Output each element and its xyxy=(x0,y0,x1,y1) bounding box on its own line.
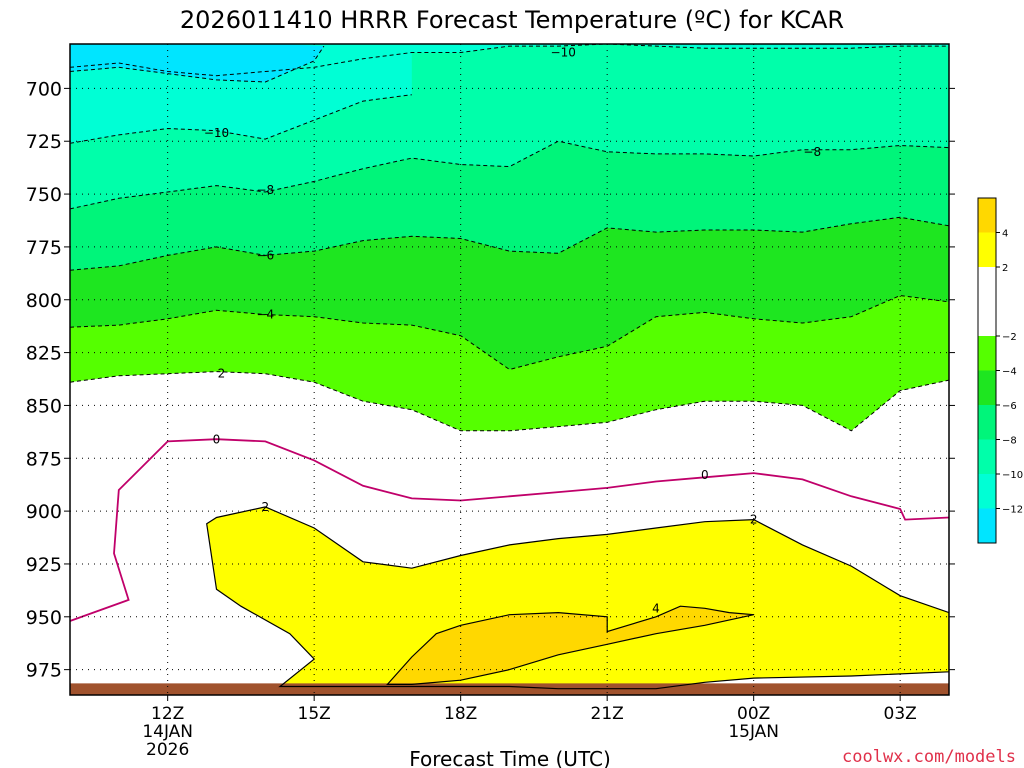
colorbar-tick-label: −8 xyxy=(1002,436,1017,447)
contour-label: −4 xyxy=(256,308,274,322)
colorbar-bin xyxy=(978,439,996,474)
contour-zero xyxy=(70,438,949,622)
band-fill-p4-p6 xyxy=(387,606,754,685)
contour-m6 xyxy=(70,216,949,271)
contour-label: 2 xyxy=(218,367,226,381)
colorbar-tick-label: −2 xyxy=(1002,332,1017,343)
y-tick-label: 700 xyxy=(26,78,62,100)
y-tick-label: 775 xyxy=(26,237,62,259)
contour-label: 2 xyxy=(750,513,758,527)
x-tick-date-label: 14JAN xyxy=(142,722,193,742)
contour-m10 xyxy=(70,44,949,77)
x-tick-date-label: 15JAN xyxy=(728,722,779,742)
colorbar-tick-label: −4 xyxy=(1002,367,1017,378)
y-tick-label: 925 xyxy=(26,554,62,576)
contour-m4 xyxy=(70,294,949,371)
x-tick-label: 21Z xyxy=(591,704,624,724)
contour-lines xyxy=(70,44,949,690)
x-tick-label: 18Z xyxy=(444,704,477,724)
band-fill-p2-p4 xyxy=(206,506,949,689)
colorbar-bin xyxy=(978,474,996,509)
colorbar-tick-label: 4 xyxy=(1002,229,1008,240)
colorbar-bin xyxy=(978,336,996,371)
grid xyxy=(70,44,949,695)
ground-bar xyxy=(70,683,949,695)
plot-area xyxy=(70,44,949,695)
colorbar-tick-label: −12 xyxy=(1002,505,1023,516)
x-tick-label: 00Z xyxy=(737,704,770,724)
colorbar-tick-label: −6 xyxy=(1002,401,1017,412)
x-tick-label: 03Z xyxy=(884,704,917,724)
x-tick-label: 15Z xyxy=(298,704,331,724)
y-tick-label: 800 xyxy=(26,290,62,312)
contour-p2 xyxy=(206,506,949,690)
contour-label: 0 xyxy=(701,468,709,482)
axes: 70072575077580082585087590092595097512Z1… xyxy=(26,43,955,760)
contour-label: −8 xyxy=(256,183,274,197)
colorbar-tick-label: 2 xyxy=(1002,263,1008,274)
y-tick-label: 850 xyxy=(26,395,62,417)
contour-label: −10 xyxy=(551,45,576,59)
colorbar-bin xyxy=(978,508,996,543)
contour-labels: −10 −10 −8 −8 −6 −4 2 0 0 2 2 4 xyxy=(204,45,821,615)
contour-label: 0 xyxy=(213,432,221,446)
colorbar-bin xyxy=(978,370,996,405)
y-tick-label: 975 xyxy=(26,660,62,682)
colorbar-legend: 4 2 −2 −4 −6 −8 −10 −12 xyxy=(977,197,1023,544)
x-tick-year-label: 2026 xyxy=(146,740,189,760)
colorbar-tick-label: −10 xyxy=(1002,470,1023,481)
y-tick-label: 900 xyxy=(26,501,62,523)
contour-m10-lower xyxy=(70,94,412,144)
x-tick-label: 12Z xyxy=(151,704,184,724)
colorbar-bin xyxy=(978,198,996,233)
colorbar-bin xyxy=(978,405,996,440)
contour-label: −10 xyxy=(204,126,229,140)
contour-label: −6 xyxy=(256,248,274,262)
y-tick-label: 950 xyxy=(26,607,62,629)
band-fill-m14-m12 xyxy=(70,44,324,82)
contour-m12 xyxy=(70,45,325,83)
x-axis-label: Forecast Time (UTC) xyxy=(409,747,611,768)
y-tick-label: 875 xyxy=(26,448,62,470)
contour-m8 xyxy=(70,140,949,210)
contour-label: 4 xyxy=(652,601,660,615)
credit-text: coolwx.com/models xyxy=(842,747,1016,767)
chart-title: 2026011410 HRRR Forecast Temperature (ºC… xyxy=(180,6,844,34)
contour-label: 2 xyxy=(262,500,270,514)
contour-p4 xyxy=(386,605,754,685)
plot-frame xyxy=(69,43,950,696)
y-tick-label: 725 xyxy=(26,131,62,153)
colorbar-bin xyxy=(978,267,996,336)
y-tick-label: 825 xyxy=(26,343,62,365)
y-tick-label: 750 xyxy=(26,184,62,206)
contour-label: −8 xyxy=(803,145,821,159)
colorbar-bin xyxy=(978,232,996,267)
